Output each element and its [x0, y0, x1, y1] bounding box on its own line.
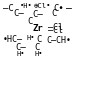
- Text: C: C: [52, 9, 57, 18]
- Text: •HC–: •HC–: [3, 35, 23, 44]
- Text: C–: C–: [13, 9, 24, 18]
- Text: –C: –C: [3, 4, 14, 13]
- Text: –: –: [66, 4, 72, 14]
- Text: C–CH•: C–CH•: [46, 36, 71, 45]
- Text: H•: H•: [17, 52, 25, 57]
- Text: C–: C–: [32, 10, 43, 19]
- Text: ⊕Cl•: ⊕Cl•: [34, 4, 52, 10]
- Text: C: C: [34, 42, 39, 52]
- Text: –Cl: –Cl: [48, 22, 63, 32]
- Text: –Cl: –Cl: [48, 26, 63, 35]
- Text: Zr: Zr: [32, 24, 43, 33]
- Text: H•: H•: [27, 34, 35, 41]
- Text: H•: H•: [34, 52, 43, 57]
- Text: C: C: [36, 35, 41, 44]
- Text: •H•: •H•: [20, 4, 33, 10]
- Text: C: C: [28, 16, 33, 26]
- Text: C–: C–: [16, 42, 26, 52]
- Text: C•: C•: [53, 4, 64, 13]
